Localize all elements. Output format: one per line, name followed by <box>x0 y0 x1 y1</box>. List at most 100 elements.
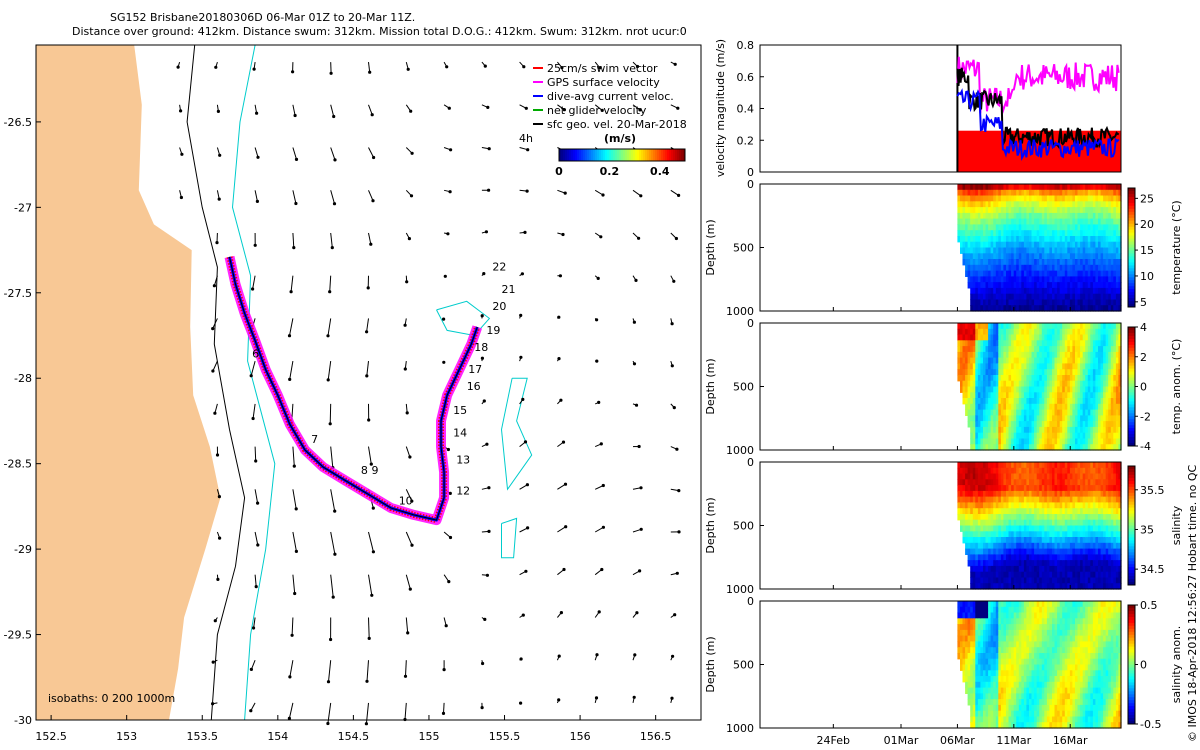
section-cell <box>965 653 969 660</box>
section-cell <box>975 403 979 411</box>
section-cell <box>990 583 994 590</box>
section-cell <box>1069 299 1074 306</box>
section-cell <box>1034 432 1038 440</box>
section-cell <box>1062 212 1066 220</box>
section-cell <box>1057 386 1061 393</box>
section-cell <box>1021 212 1025 220</box>
geo-velocity-arrowhead <box>632 320 637 324</box>
section-cell <box>1110 403 1114 411</box>
section-cell <box>993 432 997 440</box>
section-cell <box>1090 259 1094 266</box>
section-cell <box>967 351 971 359</box>
section-cell <box>1021 525 1025 532</box>
section-cell <box>985 270 989 277</box>
section-cell <box>1016 571 1020 579</box>
geo-velocity-arrowhead <box>211 660 215 664</box>
section-cell <box>1075 554 1079 561</box>
section-cell <box>1062 519 1066 527</box>
section-cell <box>1021 398 1025 405</box>
section-colorbar-cell <box>1128 247 1135 251</box>
section-cell <box>972 421 976 428</box>
section-cell <box>1000 444 1005 451</box>
section-colorbar-cell <box>1128 567 1135 571</box>
section-colorbar-cell <box>1128 386 1135 390</box>
section-cell <box>1067 241 1071 249</box>
section-cell <box>980 334 984 341</box>
section-ylabel: Depth (m) <box>704 497 717 553</box>
section-cell <box>1067 264 1071 272</box>
section-cell <box>1041 542 1045 550</box>
section-cell <box>1059 525 1063 532</box>
section-cell <box>1003 380 1007 388</box>
section-cell <box>993 485 997 492</box>
section-cell <box>1049 259 1053 266</box>
section-cell <box>962 207 966 214</box>
section-cell <box>972 612 976 619</box>
section-cell <box>1008 375 1012 382</box>
section-cell <box>965 259 969 266</box>
section-cell <box>985 230 989 237</box>
section-cell <box>1103 346 1107 353</box>
section-cell <box>1029 357 1033 364</box>
y-tick-label: -28 <box>14 372 32 385</box>
section-cell <box>1100 201 1104 208</box>
section-cell <box>1090 334 1094 341</box>
section-cell <box>1100 375 1104 382</box>
geo-velocity-arrowhead <box>519 355 523 359</box>
legend-label: 25cm/s swim vector <box>547 62 658 75</box>
section-cell <box>1108 496 1112 503</box>
section-cell <box>1041 253 1045 260</box>
section-cell <box>1036 392 1040 399</box>
section-cell <box>1000 519 1005 527</box>
section-cell <box>972 346 976 353</box>
geo-velocity-arrowhead <box>523 230 527 234</box>
geo-velocity-arrowhead <box>559 611 564 615</box>
geo-velocity-arrowhead <box>254 585 258 589</box>
section-cell <box>1021 247 1025 254</box>
section-cell <box>983 554 987 561</box>
section-cell <box>1085 270 1089 277</box>
section-cell <box>995 224 999 231</box>
section-cell <box>1069 438 1074 445</box>
section-cell <box>1072 438 1076 445</box>
section-cell <box>1108 514 1112 521</box>
section-cell <box>993 282 997 289</box>
geo-velocity-arrow <box>405 489 413 502</box>
section-cell <box>1095 276 1099 283</box>
section-cell <box>1013 426 1017 434</box>
section-cell <box>1013 195 1017 202</box>
section-cell <box>1034 473 1038 480</box>
section-cell <box>998 218 1002 225</box>
section-cell <box>985 565 989 573</box>
section-cell <box>1113 565 1117 573</box>
section-cell <box>1034 548 1038 555</box>
section-cell <box>1036 514 1040 521</box>
section-cell <box>1067 184 1071 191</box>
section-cell <box>993 212 997 220</box>
section-cell <box>1077 264 1081 272</box>
x-tick-label: 154.5 <box>338 730 370 743</box>
section-cell <box>1095 293 1099 301</box>
geo-velocity-arrow <box>365 702 369 724</box>
section-cell <box>972 236 976 243</box>
section-cell <box>998 224 1002 231</box>
section-cell <box>967 380 971 388</box>
section-cell <box>1090 212 1094 220</box>
section-cell <box>990 479 994 486</box>
section-cell <box>1092 323 1097 330</box>
section-cell <box>1059 363 1063 370</box>
geo-velocity-arrowhead <box>595 653 599 657</box>
geo-velocity-arrowhead <box>524 569 528 573</box>
section-cell <box>1062 346 1066 353</box>
section-cell <box>972 658 976 666</box>
section-cell <box>1044 519 1048 527</box>
section-cell <box>960 247 964 254</box>
section-cell <box>1090 270 1094 277</box>
section-cell <box>1031 195 1035 202</box>
section-cell <box>1069 485 1074 492</box>
section-cell <box>985 351 989 359</box>
section-cell <box>967 264 971 272</box>
geo-velocity-arrow <box>368 104 373 115</box>
section-cell <box>1092 508 1097 515</box>
section-cell <box>1075 426 1079 434</box>
